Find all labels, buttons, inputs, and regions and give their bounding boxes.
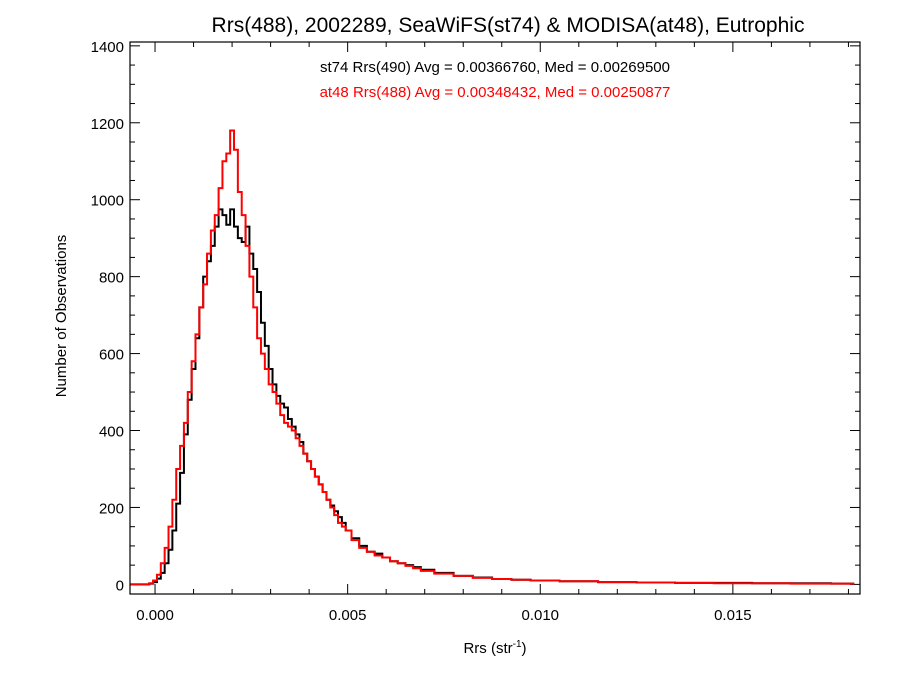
annotation-2: at48 Rrs(488) Avg = 0.00348432, Med = 0.… <box>320 84 671 101</box>
tick-labels: 0.000 0.005 0.010 0.015 0 200 400 600 800 1000 120… <box>91 39 752 624</box>
y-tick-label: 1200 <box>91 116 124 133</box>
x-tick-label: 0.015 <box>714 607 752 624</box>
annotation-1: st74 Rrs(490) Avg = 0.00366760, Med = 0.… <box>320 59 670 76</box>
y-tick-label: 1000 <box>91 193 124 210</box>
x-axis-label-end: ) <box>522 640 527 657</box>
y-tick-label: 800 <box>99 270 124 287</box>
y-tick-label: 1400 <box>91 39 124 56</box>
y-axis-label: Number of Observations <box>53 235 70 398</box>
x-tick-label: 0.000 <box>136 607 174 624</box>
y-tick-label: 400 <box>99 424 124 441</box>
histogram-series-black <box>130 208 855 586</box>
x-axis-label: Rrs (str-1) <box>463 639 526 657</box>
histogram-series-red <box>130 129 855 586</box>
x-axis-label-sup: -1 <box>513 639 522 650</box>
chart-title: Rrs(488), 2002289, SeaWiFS(st74) & MODIS… <box>212 14 805 37</box>
histogram-series <box>130 129 855 586</box>
y-tick-label: 200 <box>99 500 124 517</box>
svg-text:Rrs (str-1): Rrs (str-1) <box>463 639 526 657</box>
axis-ticks <box>130 42 860 594</box>
x-tick-label: 0.010 <box>521 607 559 624</box>
x-axis-label-base: Rrs (str <box>463 640 512 657</box>
x-tick-label: 0.005 <box>329 607 367 624</box>
y-tick-label: 0 <box>116 577 124 594</box>
y-tick-label: 600 <box>99 347 124 364</box>
annotations: st74 Rrs(490) Avg = 0.00366760, Med = 0.… <box>320 59 671 101</box>
plot-frame <box>129 41 861 595</box>
